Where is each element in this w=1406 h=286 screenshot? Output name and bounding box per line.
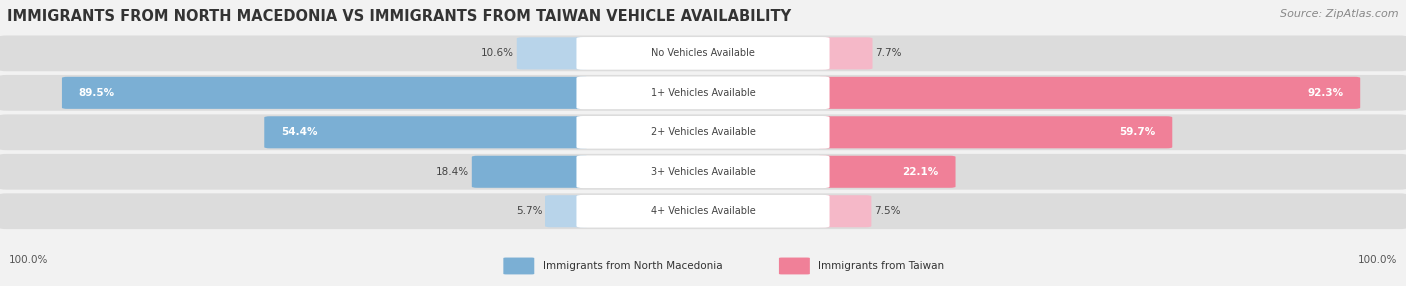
FancyBboxPatch shape — [779, 257, 810, 275]
FancyBboxPatch shape — [817, 195, 872, 227]
Text: 4+ Vehicles Available: 4+ Vehicles Available — [651, 206, 755, 216]
Text: 10.6%: 10.6% — [481, 48, 515, 58]
FancyBboxPatch shape — [0, 114, 1406, 150]
FancyBboxPatch shape — [62, 77, 589, 109]
FancyBboxPatch shape — [0, 154, 1406, 190]
Text: 5.7%: 5.7% — [516, 206, 543, 216]
FancyBboxPatch shape — [0, 193, 1406, 229]
Text: 54.4%: 54.4% — [281, 127, 318, 137]
Text: 100.0%: 100.0% — [8, 255, 48, 265]
FancyBboxPatch shape — [576, 156, 830, 188]
Text: Source: ZipAtlas.com: Source: ZipAtlas.com — [1281, 9, 1399, 19]
Text: 7.5%: 7.5% — [875, 206, 901, 216]
Text: 89.5%: 89.5% — [79, 88, 115, 98]
Text: No Vehicles Available: No Vehicles Available — [651, 48, 755, 58]
FancyBboxPatch shape — [0, 35, 1406, 71]
FancyBboxPatch shape — [0, 75, 1406, 111]
FancyBboxPatch shape — [264, 116, 589, 148]
Text: 3+ Vehicles Available: 3+ Vehicles Available — [651, 167, 755, 177]
FancyBboxPatch shape — [817, 116, 1173, 148]
Text: 59.7%: 59.7% — [1119, 127, 1156, 137]
FancyBboxPatch shape — [517, 37, 589, 69]
Text: 1+ Vehicles Available: 1+ Vehicles Available — [651, 88, 755, 98]
FancyBboxPatch shape — [472, 156, 589, 188]
Text: 92.3%: 92.3% — [1308, 88, 1343, 98]
FancyBboxPatch shape — [576, 116, 830, 149]
Text: Immigrants from Taiwan: Immigrants from Taiwan — [818, 261, 945, 271]
FancyBboxPatch shape — [576, 77, 830, 109]
Text: Immigrants from North Macedonia: Immigrants from North Macedonia — [543, 261, 723, 271]
FancyBboxPatch shape — [817, 156, 956, 188]
Text: 18.4%: 18.4% — [436, 167, 470, 177]
FancyBboxPatch shape — [503, 257, 534, 275]
FancyBboxPatch shape — [576, 195, 830, 228]
Text: 7.7%: 7.7% — [876, 48, 901, 58]
Text: 22.1%: 22.1% — [903, 167, 939, 177]
Text: 2+ Vehicles Available: 2+ Vehicles Available — [651, 127, 755, 137]
Text: IMMIGRANTS FROM NORTH MACEDONIA VS IMMIGRANTS FROM TAIWAN VEHICLE AVAILABILITY: IMMIGRANTS FROM NORTH MACEDONIA VS IMMIG… — [7, 9, 792, 23]
FancyBboxPatch shape — [817, 77, 1360, 109]
Text: 100.0%: 100.0% — [1358, 255, 1398, 265]
FancyBboxPatch shape — [576, 37, 830, 70]
FancyBboxPatch shape — [546, 195, 589, 227]
FancyBboxPatch shape — [817, 37, 873, 69]
